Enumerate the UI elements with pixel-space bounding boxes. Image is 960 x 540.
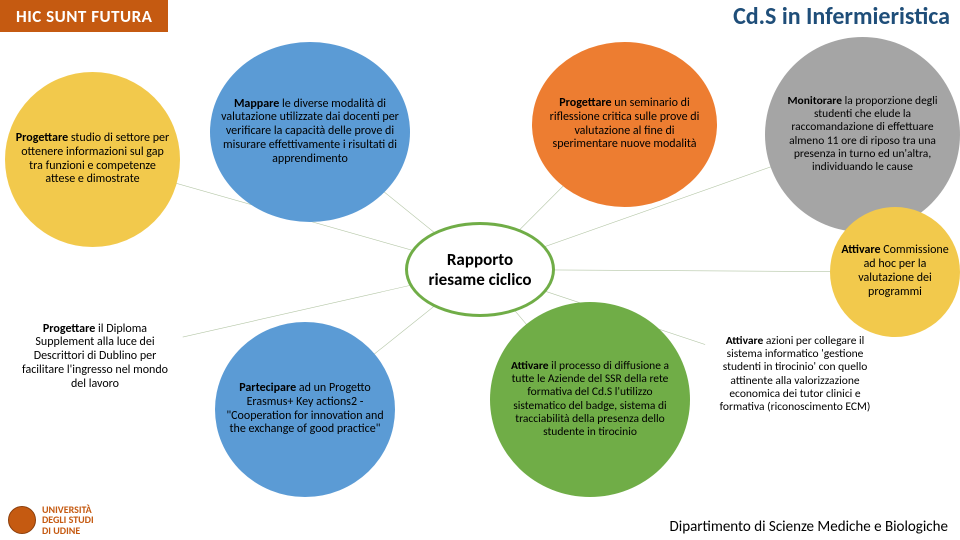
bubble-text: Progettare un seminario di riflessione c… bbox=[542, 97, 707, 152]
header-left-badge: HIC SUNT FUTURA bbox=[0, 0, 168, 32]
slide-header: HIC SUNT FUTURA Cd.S in Infermieristica bbox=[0, 0, 960, 32]
university-logo: UNIVERSITÀ DEGLI STUDI DI UDINE bbox=[8, 505, 94, 537]
bubble-b5: Progettare il Diploma Supplement alla lu… bbox=[5, 267, 185, 447]
logo-seal-icon bbox=[8, 506, 36, 534]
bubble-b2: Mappare le diverse modalità di valutazio… bbox=[210, 42, 410, 222]
bubble-b9: Attivare Commissione ad hoc per la valut… bbox=[830, 207, 960, 337]
bubble-text: Attivare azioni per collegare il sistema… bbox=[710, 335, 880, 414]
bubble-text: Progettare il Diploma Supplement alla lu… bbox=[15, 323, 175, 392]
header-right-title: Cd.S in Infermieristica bbox=[733, 2, 950, 31]
logo-line3: DI UDINE bbox=[42, 526, 94, 537]
bubble-b4: Monitorare la proporzione degli studenti… bbox=[765, 37, 960, 232]
bubble-b7: Attivare il processo di diffusione a tut… bbox=[490, 302, 690, 497]
bubble-b3: Progettare un seminario di riflessione c… bbox=[532, 42, 717, 207]
bubble-text: Attivare il processo di diffusione a tut… bbox=[500, 360, 680, 439]
diagram-canvas: Progettare studio di settore per ottener… bbox=[0, 32, 960, 507]
bubble-text: Mappare le diverse modalità di valutazio… bbox=[220, 98, 400, 167]
center-bubble: Rapporto riesame ciclico bbox=[405, 222, 555, 317]
bubble-text: Attivare Commissione ad hoc per la valut… bbox=[840, 244, 950, 299]
bubble-text: Monitorare la proporzione degli studenti… bbox=[775, 95, 950, 174]
bubble-text: Partecipare ad un Progetto Erasmus+ Key … bbox=[225, 382, 385, 437]
bubble-text: Progettare studio di settore per ottener… bbox=[15, 132, 170, 187]
footer-text: Dipartimento di Scienze Mediche e Biolog… bbox=[670, 518, 948, 536]
bubble-b6: Partecipare ad un Progetto Erasmus+ Key … bbox=[215, 322, 395, 497]
bubble-b1: Progettare studio di settore per ottener… bbox=[5, 72, 180, 247]
logo-text: UNIVERSITÀ DEGLI STUDI DI UDINE bbox=[42, 505, 94, 537]
